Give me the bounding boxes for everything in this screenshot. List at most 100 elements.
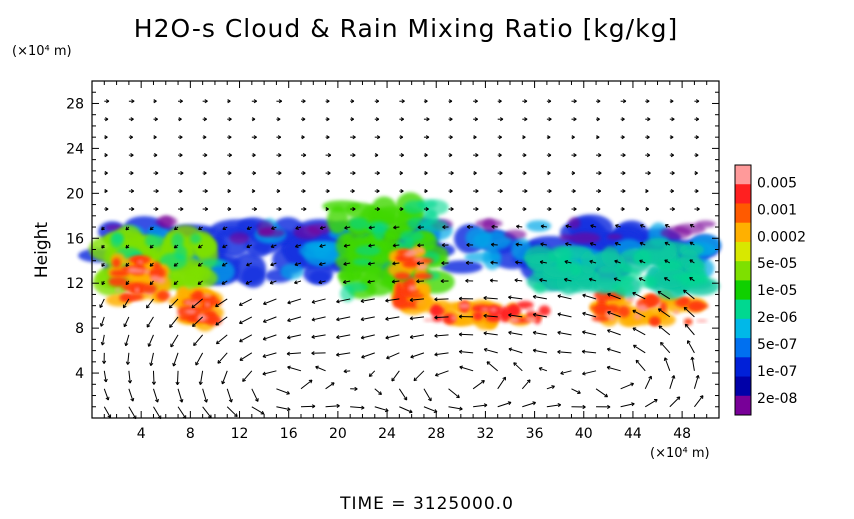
wind-vector-head — [376, 171, 380, 176]
wind-vector-head — [598, 153, 602, 158]
colorbar-swatch — [735, 338, 751, 358]
wind-vector-head — [180, 171, 184, 176]
wind-vector-head — [417, 225, 421, 230]
wind-vector-head — [632, 309, 637, 314]
wind-vector-head — [428, 397, 432, 402]
wind-vector-head — [203, 135, 207, 140]
wind-vector-head — [596, 135, 600, 140]
cloud-cell — [526, 220, 552, 232]
wind-vector-head — [458, 314, 463, 319]
wind-vector-head — [262, 354, 267, 359]
wind-vector-head — [434, 372, 439, 377]
cloud-cell — [156, 277, 166, 284]
wind-vector-head — [409, 297, 414, 303]
wind-vector-head — [424, 171, 428, 176]
wind-vector-head — [632, 291, 636, 296]
cloud-cell — [184, 300, 192, 306]
wind-vector-head — [242, 378, 246, 382]
wind-vector — [170, 334, 179, 348]
wind-vector — [287, 334, 302, 339]
wind-vector — [582, 331, 597, 336]
wind-vector — [360, 316, 375, 321]
wind-vector — [459, 351, 474, 354]
cloud-cell — [203, 294, 212, 298]
wind-vector — [490, 261, 498, 264]
wind-vector-head — [639, 224, 644, 228]
wind-vector — [413, 370, 425, 382]
cloud-cell — [129, 293, 144, 301]
colorbar-swatch — [735, 165, 751, 185]
wind-vector-head — [99, 304, 104, 308]
wind-vector — [491, 244, 498, 246]
wind-vector — [516, 225, 523, 228]
cloud-cell — [655, 259, 683, 272]
wind-vector — [294, 262, 302, 266]
cloud-cell — [184, 309, 197, 315]
wind-vector — [546, 404, 561, 408]
wind-vector — [689, 277, 695, 282]
wind-vector — [459, 333, 474, 336]
wind-vector-head — [227, 206, 232, 212]
wind-vector — [176, 370, 179, 385]
cloud-cell — [538, 305, 551, 317]
wind-vector-head — [695, 374, 700, 379]
wind-vector-head — [154, 398, 159, 403]
wind-vector-head — [465, 260, 470, 265]
wind-vector-head — [683, 289, 687, 294]
wind-vector — [103, 406, 111, 418]
wind-vector — [582, 350, 597, 354]
wind-vector-head — [424, 99, 428, 104]
wind-vector-head — [515, 260, 519, 265]
wind-vector-head — [319, 243, 323, 248]
cloud-cell — [229, 232, 250, 244]
wind-vector-head — [239, 357, 244, 361]
wind-vector — [664, 259, 671, 264]
cloud-cell — [689, 262, 703, 272]
y-axis-label: Height — [32, 222, 52, 279]
wind-vector — [300, 405, 316, 408]
wind-vector-head — [491, 224, 495, 229]
wind-vector-head — [508, 347, 513, 352]
wind-vector-head — [547, 153, 552, 158]
wind-vector-head — [560, 370, 564, 375]
wind-vector-head — [287, 318, 291, 323]
wind-vector-head — [367, 279, 371, 284]
wind-vector-head — [399, 135, 404, 140]
wind-vector-head — [336, 352, 340, 357]
wind-vector — [564, 260, 572, 264]
wind-vector — [683, 306, 695, 318]
wind-vector — [127, 352, 130, 365]
wind-vector-head — [441, 261, 445, 266]
wind-vector-head — [262, 336, 267, 341]
wind-vector — [311, 298, 326, 303]
wind-vector-head — [178, 117, 182, 122]
wind-vector-head — [221, 281, 226, 285]
wind-vector-head — [539, 278, 543, 283]
wind-vector-head — [270, 244, 275, 249]
cloud-cell — [402, 260, 419, 268]
wind-vector-head — [401, 99, 405, 104]
wind-vector-head — [179, 153, 183, 158]
wind-vector-head — [442, 225, 446, 230]
cloud-cell — [504, 229, 527, 240]
wind-vector — [325, 382, 335, 390]
wind-vector-head — [670, 135, 674, 140]
wind-vector-head — [385, 316, 389, 321]
wind-vector — [434, 334, 449, 337]
wind-vector-head — [101, 244, 105, 249]
cloud-cell — [205, 302, 210, 308]
wind-vector-head — [269, 280, 274, 285]
wind-vector-head — [416, 279, 420, 284]
wind-vector-head — [654, 399, 658, 403]
wind-vector-head — [604, 393, 609, 398]
wind-vector — [325, 405, 340, 408]
wind-vector — [539, 367, 548, 372]
cloud-cell — [421, 219, 448, 232]
wind-vector — [514, 279, 523, 282]
wind-vector-head — [573, 117, 577, 122]
wind-vector-head — [308, 379, 313, 384]
wind-vector-head — [499, 189, 503, 194]
wind-vector — [128, 370, 131, 384]
cloud-cell — [611, 282, 635, 294]
wind-vector-head — [466, 242, 470, 247]
